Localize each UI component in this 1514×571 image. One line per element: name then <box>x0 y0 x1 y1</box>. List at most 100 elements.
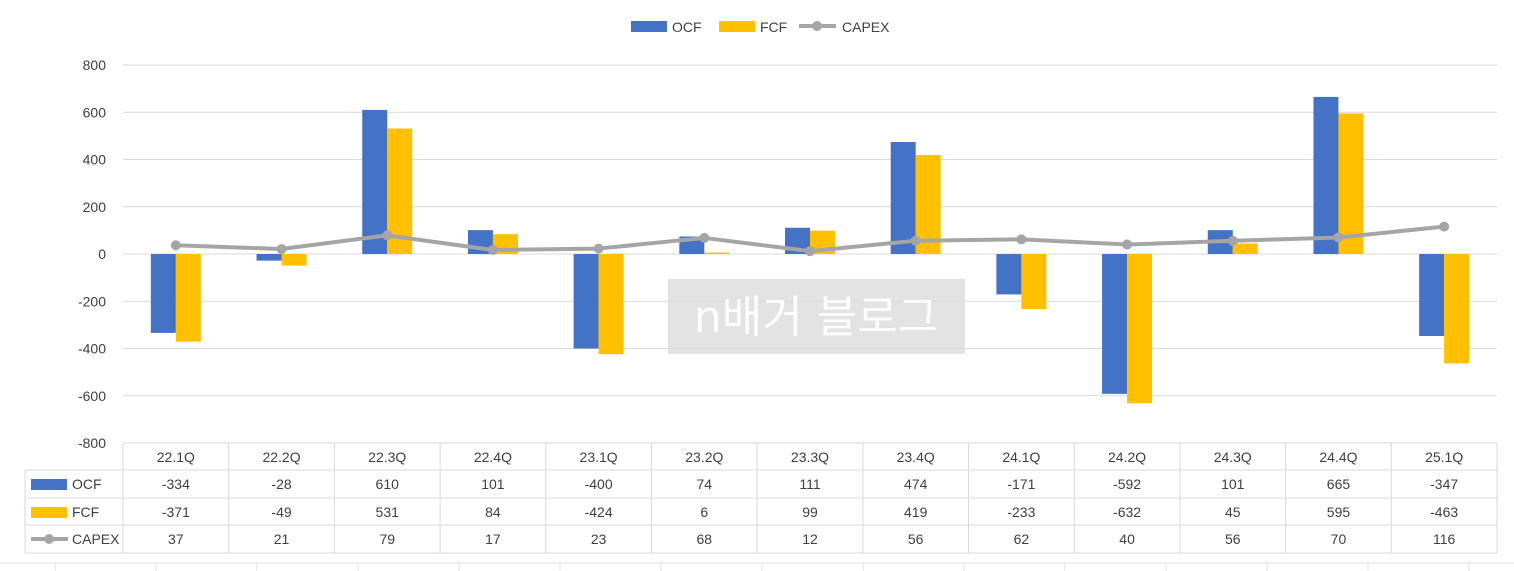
legend-fcf-swatch <box>719 21 755 32</box>
ocf-bar-23.4Q <box>890 142 916 254</box>
table-cell-ocf-23.2Q: 74 <box>697 476 713 492</box>
y-tick-label: -200 <box>78 293 106 309</box>
capex-point-23.1Q <box>593 243 604 254</box>
table-row-label-fcf: FCF <box>72 504 99 520</box>
table-cell-fcf-22.1Q: -371 <box>162 504 190 520</box>
capex-point-24.1Q <box>1016 234 1027 245</box>
capex-point-24.4Q <box>1333 232 1344 243</box>
table-cell-ocf-24.1Q: -171 <box>1007 476 1035 492</box>
table-cell-fcf-24.2Q: -632 <box>1113 504 1141 520</box>
watermark: n배거 블로그 <box>668 279 965 354</box>
table-header-22.2Q: 22.2Q <box>262 449 300 465</box>
table-row-label-capex: CAPEX <box>72 531 120 547</box>
capex-point-25.1Q <box>1439 221 1450 232</box>
table-cell-ocf-24.3Q: 101 <box>1221 476 1245 492</box>
table-cell-ocf-22.4Q: 101 <box>481 476 505 492</box>
ocf-bar-24.2Q <box>1102 254 1128 394</box>
table-key-ocf <box>31 479 67 490</box>
y-tick-label: 800 <box>83 57 107 73</box>
ocf-bar-24.1Q <box>996 254 1022 295</box>
fcf-bar-22.2Q <box>281 254 307 266</box>
table-cell-capex-23.3Q: 12 <box>802 531 818 547</box>
table-cell-fcf-22.3Q: 531 <box>376 504 400 520</box>
table-cell-fcf-22.2Q: -49 <box>271 504 291 520</box>
ocf-bar-24.4Q <box>1313 96 1339 254</box>
table-cell-capex-24.2Q: 40 <box>1119 531 1135 547</box>
capex-point-22.1Q <box>170 240 181 251</box>
table-cell-fcf-23.2Q: 6 <box>700 504 708 520</box>
table-cell-fcf-24.4Q: 595 <box>1327 504 1351 520</box>
watermark-text: n배거 블로그 <box>694 292 938 343</box>
capex-point-24.3Q <box>1227 235 1238 246</box>
fcf-bar-24.1Q <box>1021 254 1047 310</box>
fcf-bar-22.1Q <box>175 254 201 342</box>
table-header-23.4Q: 23.4Q <box>897 449 935 465</box>
y-tick-label: 400 <box>83 152 107 168</box>
ocf-bar-22.3Q <box>362 109 388 254</box>
table-cell-ocf-22.1Q: -334 <box>162 476 190 492</box>
table-cell-ocf-22.3Q: 610 <box>376 476 400 492</box>
table-cell-fcf-23.1Q: -424 <box>585 504 613 520</box>
capex-point-22.4Q <box>487 244 498 255</box>
table-header-22.3Q: 22.3Q <box>368 449 406 465</box>
watermark-box <box>668 279 965 354</box>
table-cell-fcf-24.3Q: 45 <box>1225 504 1241 520</box>
capex-point-24.2Q <box>1122 239 1133 250</box>
capex-point-22.3Q <box>382 230 393 241</box>
table-cell-capex-24.3Q: 56 <box>1225 531 1241 547</box>
capex-point-23.3Q <box>805 246 815 257</box>
data-table: 22.1Q 22.2Q 22.3Q 22.4Q 23.1Q 23.2Q 23.3Q 23.4Q… <box>24 442 1498 554</box>
y-tick-label: 0 <box>98 246 106 262</box>
legend-fcf-label: FCF <box>760 19 787 35</box>
table-cell-capex-23.2Q: 68 <box>697 531 713 547</box>
table-key-fcf <box>31 507 67 518</box>
capex-line <box>170 221 1450 257</box>
table-row-label-ocf: OCF <box>72 476 102 492</box>
table-cell-ocf-24.4Q: 665 <box>1327 476 1351 492</box>
table-cell-capex-23.4Q: 56 <box>908 531 924 547</box>
fcf-bar-25.1Q <box>1444 254 1470 364</box>
table-cell-capex-24.1Q: 62 <box>1014 531 1030 547</box>
fcf-bar-23.4Q <box>915 155 941 254</box>
ocf-bar-22.2Q <box>256 254 282 261</box>
y-tick-label: -800 <box>78 435 106 451</box>
fcf-bar-23.2Q <box>704 252 730 254</box>
capex-point-22.2Q <box>276 244 287 255</box>
table-cell-fcf-22.4Q: 84 <box>485 504 501 520</box>
table-cell-fcf-23.3Q: 99 <box>802 504 818 520</box>
table-cell-fcf-24.1Q: -233 <box>1007 504 1035 520</box>
table-header-23.1Q: 23.1Q <box>580 449 618 465</box>
table-cell-capex-22.3Q: 79 <box>379 531 395 547</box>
fcf-bar-24.3Q <box>1232 243 1258 254</box>
capex-point-23.2Q <box>699 232 710 243</box>
table-header-24.4Q: 24.4Q <box>1319 449 1357 465</box>
table-cell-ocf-24.2Q: -592 <box>1113 476 1141 492</box>
bottom-strip <box>0 562 1514 571</box>
y-tick-label: 200 <box>83 199 107 215</box>
legend-ocf-swatch <box>631 21 667 32</box>
table-cell-capex-22.4Q: 17 <box>485 531 501 547</box>
bars <box>150 96 1470 404</box>
legend-ocf-label: OCF <box>672 19 702 35</box>
legend-capex-marker <box>812 21 822 31</box>
table-header-23.2Q: 23.2Q <box>685 449 723 465</box>
table-cell-capex-24.4Q: 70 <box>1331 531 1347 547</box>
ocf-bar-22.1Q <box>150 254 176 333</box>
table-header-23.3Q: 23.3Q <box>791 449 829 465</box>
table-cell-ocf-23.4Q: 474 <box>904 476 928 492</box>
table-cell-capex-22.2Q: 21 <box>274 531 290 547</box>
table-header-24.1Q: 24.1Q <box>1002 449 1040 465</box>
y-tick-label: -400 <box>78 341 106 357</box>
table-cell-ocf-23.1Q: -400 <box>585 476 613 492</box>
table-cell-fcf-25.1Q: -463 <box>1430 504 1458 520</box>
table-header-22.4Q: 22.4Q <box>474 449 512 465</box>
table-cell-capex-25.1Q: 116 <box>1433 531 1456 547</box>
fcf-bar-24.2Q <box>1127 254 1153 404</box>
table-cell-capex-23.1Q: 23 <box>591 531 607 547</box>
ocf-bar-23.1Q <box>573 254 599 349</box>
table-cell-ocf-22.2Q: -28 <box>271 476 291 492</box>
table-cell-fcf-23.4Q: 419 <box>904 504 928 520</box>
y-axis: 800 600 400 200 0 -200 -400 -600 -800 <box>78 57 106 451</box>
legend: OCF FCF CAPEX <box>631 19 890 35</box>
